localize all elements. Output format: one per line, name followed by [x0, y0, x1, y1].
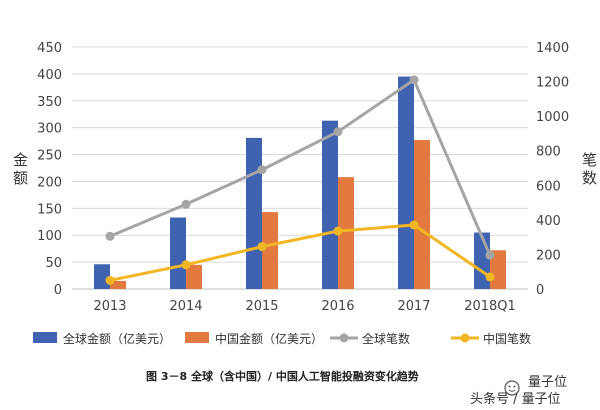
series-point: [409, 220, 419, 230]
watermark-logo-icon: [504, 380, 520, 396]
right-tick-label: 800: [536, 145, 561, 160]
bar: [186, 264, 202, 289]
bar: [322, 120, 338, 289]
right-tick-label: 1200: [536, 76, 569, 91]
series-point: [257, 165, 267, 175]
right-tick-label: 400: [536, 214, 561, 229]
left-tick-label: 450: [37, 41, 62, 56]
x-tick-label: 2013: [93, 299, 126, 314]
legend-label: 全球笔数: [362, 331, 410, 346]
left-tick-label: 100: [37, 229, 62, 244]
legend: 全球金额（亿美元） 中国金额（亿美元） 全球笔数 中国笔数: [33, 331, 531, 346]
bar: [94, 264, 110, 289]
bar: [262, 212, 278, 289]
x-tick-label: 2016: [321, 299, 354, 314]
bars: [94, 76, 506, 289]
legend-label: 全球金额（亿美元）: [63, 331, 171, 346]
legend-marker: [460, 333, 470, 343]
legend-swatch: [33, 332, 57, 343]
series-point: [257, 242, 267, 252]
right-tick-label: 200: [536, 248, 561, 263]
series-point: [333, 226, 343, 236]
series-point: [485, 250, 495, 260]
series-line: [109, 223, 491, 282]
series-point: [105, 275, 115, 285]
left-tick-label: 0: [54, 283, 62, 298]
left-tick-label: 250: [37, 149, 62, 164]
x-tick-label: 2015: [245, 299, 278, 314]
series-point: [333, 127, 343, 137]
bar: [110, 280, 126, 289]
right-tick-label: 1000: [536, 110, 569, 125]
lines: [105, 75, 495, 285]
right-tick-label: 1400: [536, 41, 569, 56]
x-tick-label: 2014: [169, 299, 202, 314]
left-tick-label: 400: [37, 68, 62, 83]
bar: [398, 76, 414, 289]
bar: [338, 177, 354, 289]
watermark-line1: 量子位: [528, 375, 567, 390]
bar: [490, 250, 506, 289]
x-tick-label: 2017: [397, 299, 430, 314]
x-tick-label: 2018Q1: [464, 299, 516, 314]
left-tick-label: 350: [37, 95, 62, 110]
bar: [170, 217, 186, 289]
left-tick-label: 50: [45, 256, 62, 271]
bar: [246, 137, 262, 289]
series-line: [109, 78, 492, 256]
legend-label: 中国笔数: [483, 331, 531, 346]
right-tick-label: 0: [536, 283, 544, 298]
series-point: [181, 199, 191, 209]
right-axis-label: 笔数: [582, 151, 597, 187]
right-tick-label: 600: [536, 179, 561, 194]
watermark-line2: 头条号 / 量子位: [470, 391, 561, 407]
legend-label: 中国金额（亿美元）: [215, 331, 323, 346]
series-point: [181, 260, 191, 270]
series-point: [105, 231, 115, 241]
left-axis-label: 金额: [13, 151, 28, 187]
tick-labels: 0 50 100 150 200 250 300 350 400 450 0 200 400 600 800…: [37, 41, 569, 314]
left-tick-label: 300: [37, 122, 62, 137]
figure-caption: 图 3－8 全球（含中国）/ 中国人工智能投融资变化趋势: [146, 369, 419, 383]
legend-marker: [339, 333, 349, 343]
series-point: [409, 75, 419, 85]
series-point: [485, 272, 495, 282]
gridlines: [72, 46, 528, 290]
bar: [414, 140, 430, 289]
watermark: 量子位 头条号 / 量子位: [470, 375, 567, 407]
left-tick-label: 200: [37, 175, 62, 190]
left-tick-label: 150: [37, 202, 62, 217]
legend-swatch: [185, 332, 209, 343]
